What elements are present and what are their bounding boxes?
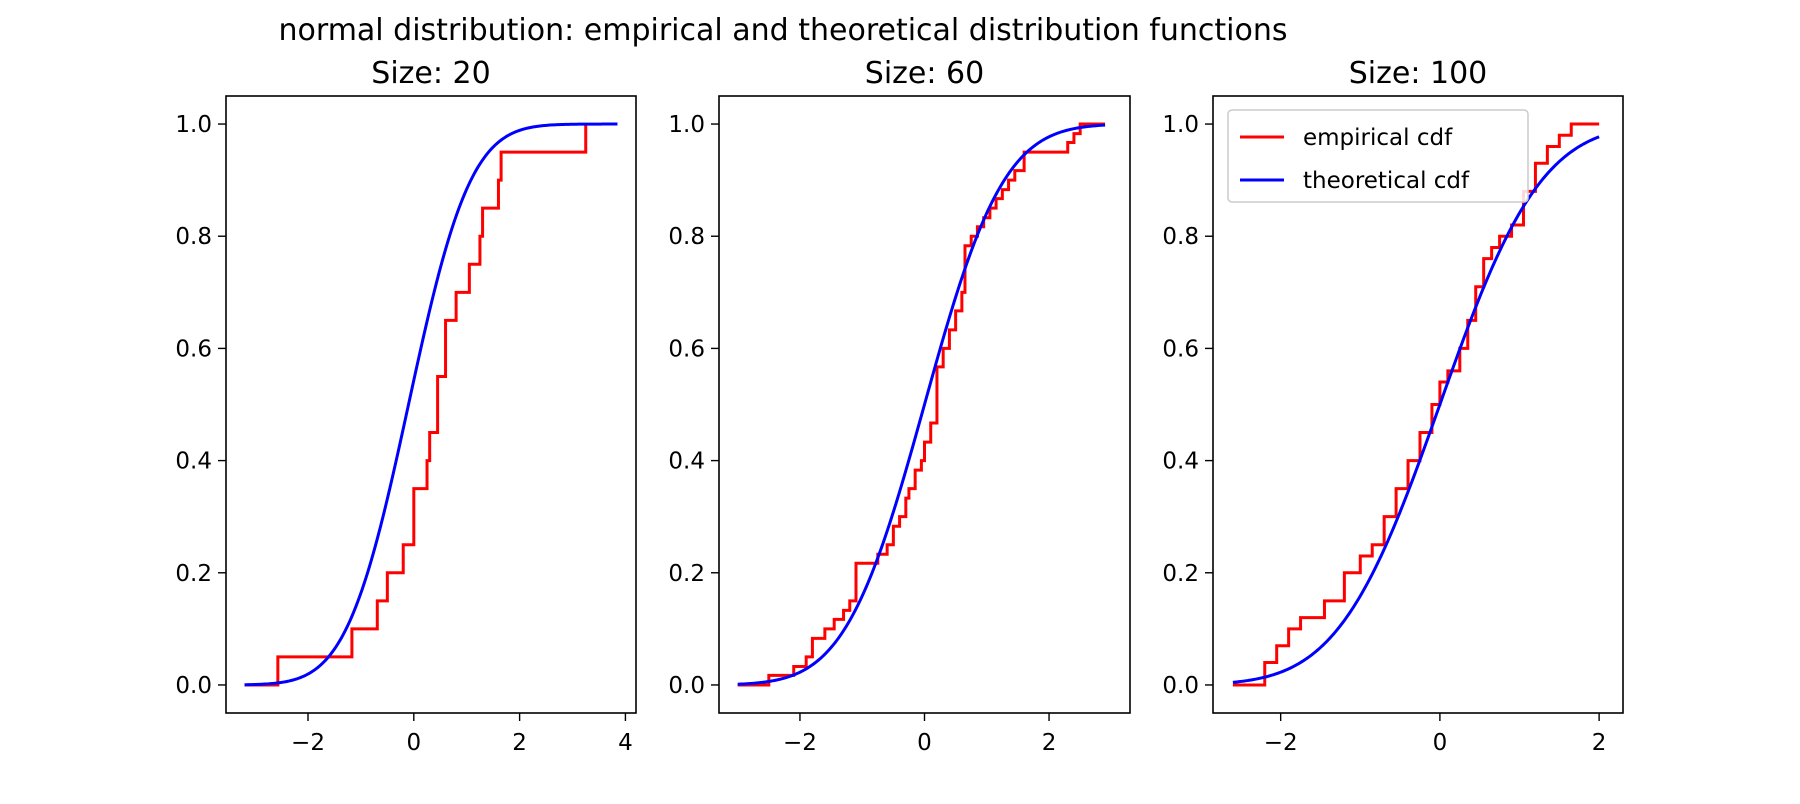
panel-1-frame bbox=[225, 95, 637, 714]
panel-2-ytick-label: 1.0 bbox=[668, 112, 705, 138]
panel-3-ytick-label: 0.4 bbox=[1162, 449, 1199, 475]
panel-3-xtick-label: 2 bbox=[1592, 730, 1607, 756]
legend-empirical-label: empirical cdf bbox=[1303, 125, 1453, 151]
panel-1-ytick-label: 1.0 bbox=[175, 112, 212, 138]
panel-2-empirical-cdf-line bbox=[737, 122, 1106, 687]
legend-theoretical-label: theoretical cdf bbox=[1303, 168, 1470, 194]
panel-3-ytick-label: 1.0 bbox=[1162, 112, 1199, 138]
panel-1-xtick-label: 2 bbox=[512, 730, 527, 756]
panel-3-frame bbox=[1212, 95, 1624, 714]
panel-3-ytick-label: 0.6 bbox=[1162, 336, 1199, 362]
panel-3-theoretical-cdf-line bbox=[1232, 135, 1600, 684]
figure-title: normal distribution: empirical and theor… bbox=[279, 13, 1288, 48]
panel-1-xtick-label: 4 bbox=[618, 730, 633, 756]
panel-1-xtick-label: 0 bbox=[406, 730, 421, 756]
panel-2-ytick-label: 0.2 bbox=[668, 561, 705, 587]
panel-1-title: Size: 20 bbox=[371, 56, 490, 91]
panel-3-xtick-label: 0 bbox=[1433, 730, 1448, 756]
panel-2-title: Size: 60 bbox=[865, 56, 984, 91]
panel-2-ytick-label: 0.6 bbox=[668, 336, 705, 362]
panel-3-xtick-label: −2 bbox=[1264, 730, 1298, 756]
panel-1-xtick-label: −2 bbox=[291, 730, 325, 756]
panel-1-ytick-label: 0.8 bbox=[175, 224, 212, 250]
panel-3-ytick-label: 0.8 bbox=[1162, 224, 1199, 250]
panel-2-ytick-label: 0.0 bbox=[668, 673, 705, 699]
panel-2-xtick-label: 0 bbox=[917, 730, 932, 756]
panel-2-ytick-label: 0.8 bbox=[668, 224, 705, 250]
panel-1-ytick-label: 0.4 bbox=[175, 449, 212, 475]
panel-1-ytick-label: 0.2 bbox=[175, 561, 212, 587]
panel-2-ytick-label: 0.4 bbox=[668, 449, 705, 475]
panel-3-ytick-label: 0.0 bbox=[1162, 673, 1199, 699]
panel-3-ytick-label: 0.2 bbox=[1162, 561, 1199, 587]
panel-1-empirical-cdf-line bbox=[244, 124, 588, 687]
panel-1-ytick-label: 0.6 bbox=[175, 336, 212, 362]
panel-2-xtick-label: 2 bbox=[1042, 730, 1057, 756]
panel-2-xtick-label: −2 bbox=[783, 730, 817, 756]
panel-3-title: Size: 100 bbox=[1349, 56, 1488, 91]
panel-1-ytick-label: 0.0 bbox=[175, 673, 212, 699]
panel-2-theoretical-cdf-line bbox=[737, 123, 1106, 686]
panel-1-theoretical-cdf-line bbox=[244, 122, 618, 687]
legend-box bbox=[1227, 109, 1529, 203]
panel-3-empirical-cdf-line bbox=[1232, 122, 1600, 687]
